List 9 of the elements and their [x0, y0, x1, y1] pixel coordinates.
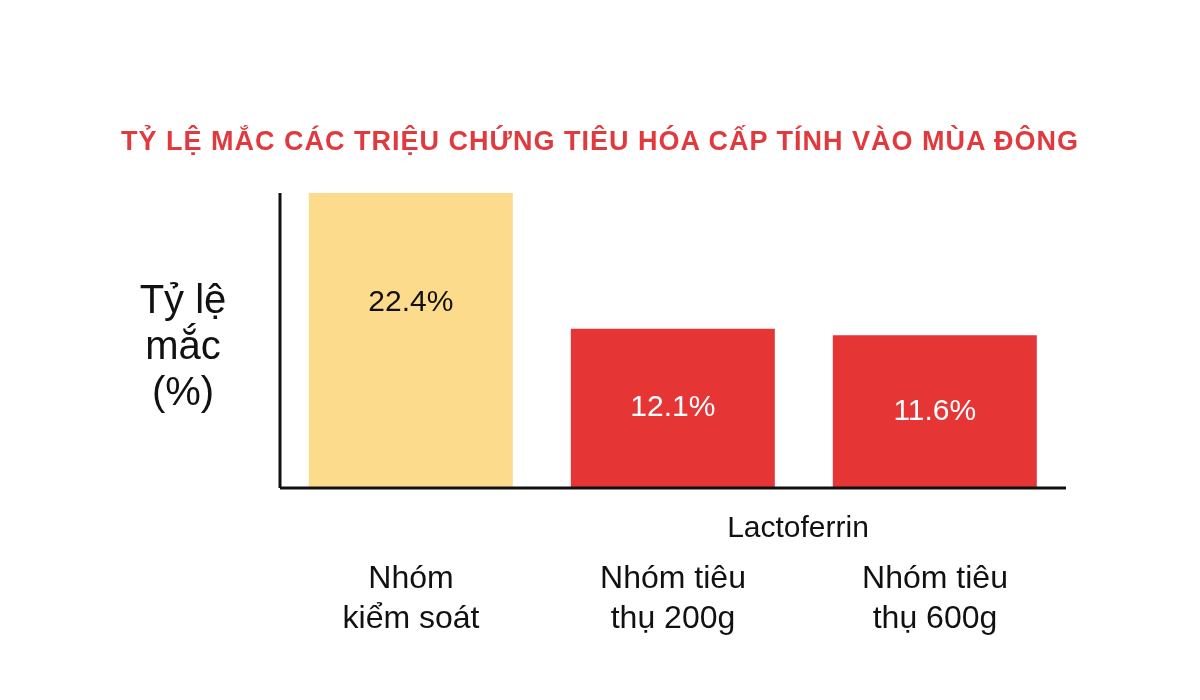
y-axis-title: Tỷ lệ mắc (%) [138, 276, 228, 414]
x-tick-label: Nhóm tiêu thụ 600g [862, 559, 1008, 635]
chart-title: TỶ LỆ MẮC CÁC TRIỆU CHỨNG TIÊU HÓA CẤP TÍNH VÀO MÙA ĐÔNG [120, 126, 1080, 157]
data-label: 11.6% [893, 392, 977, 426]
x-tick-label: Nhóm kiểm soát [342, 559, 480, 635]
text: Lactoferrin [726, 510, 870, 544]
data-label: 22.4% [368, 283, 454, 317]
x-tick-label: Nhóm tiêu thụ 200g [600, 559, 746, 635]
data-label: 12.1% [630, 389, 716, 423]
